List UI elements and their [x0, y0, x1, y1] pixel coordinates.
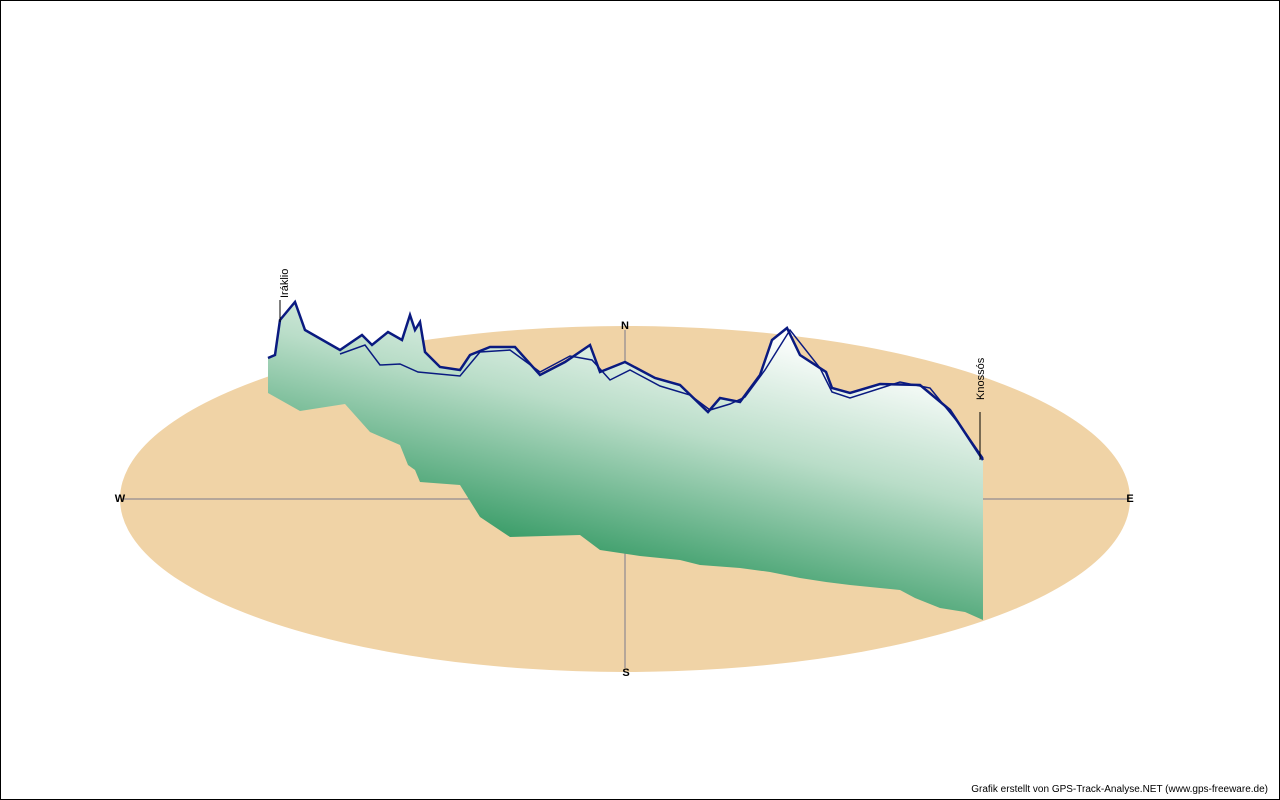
compass-label: W	[115, 493, 126, 505]
track-line	[267, 299, 985, 461]
compass-label: N	[621, 320, 629, 332]
place-label: Knossós	[975, 357, 987, 400]
track-line-return	[339, 328, 984, 459]
footer-credit: Grafik erstellt von GPS-Track-Analyse.NE…	[971, 784, 1268, 795]
elevation-profile	[268, 302, 983, 620]
place-label: Iráklio	[279, 269, 291, 298]
compass-label: S	[622, 667, 629, 679]
compass-label: E	[1126, 493, 1133, 505]
